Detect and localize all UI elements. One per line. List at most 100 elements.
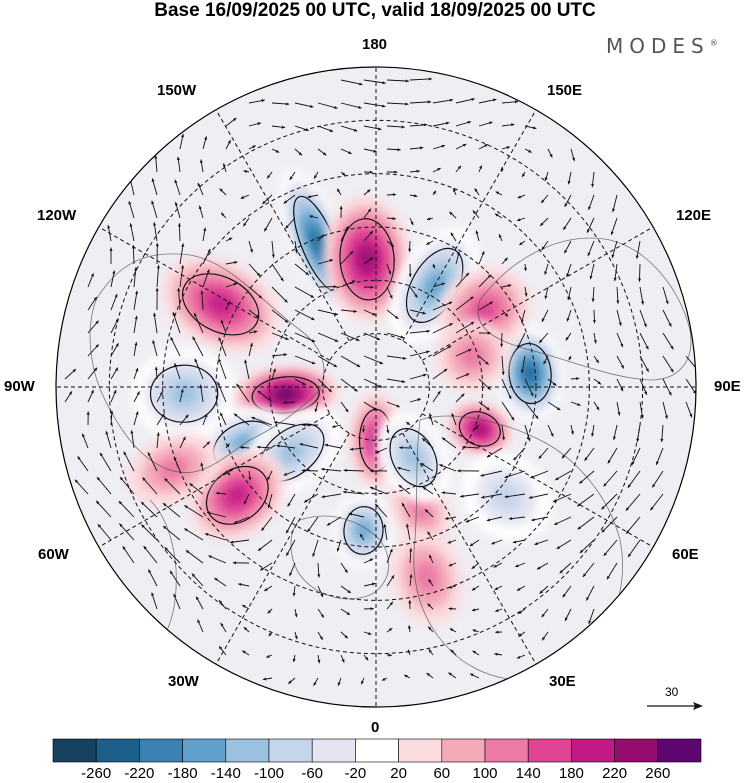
- wind-head: [668, 323, 672, 327]
- wind-head: [554, 522, 558, 525]
- wind-arrow: [409, 329, 430, 334]
- wind-head: [449, 211, 453, 216]
- wind-head: [409, 548, 413, 552]
- wind-head: [606, 575, 610, 580]
- wind-shaft: [321, 493, 342, 498]
- wind-shaft: [119, 476, 135, 495]
- wind-arrow: [248, 286, 263, 299]
- wind-head: [342, 172, 346, 176]
- colorbar-tick-label: -180: [167, 765, 198, 782]
- graticule: [56, 67, 696, 707]
- wind-arrow: [562, 217, 572, 231]
- wind-arrow: [177, 288, 181, 311]
- wind-shaft: [501, 378, 512, 400]
- map-title: Base 16/09/2025 00 UTC, valid 18/09/2025…: [154, 0, 596, 21]
- wind-arrow: [130, 430, 135, 449]
- wind-head: [631, 461, 635, 466]
- wind-arrow: [547, 148, 553, 158]
- wind-head: [460, 494, 464, 498]
- wind-head: [322, 152, 327, 156]
- wind-head: [537, 566, 541, 570]
- colorbar-swatch: [52, 738, 97, 763]
- wind-arrow: [386, 263, 392, 275]
- wind-shaft: [501, 401, 515, 421]
- wind-arrow: [517, 194, 526, 199]
- wind-head: [586, 597, 590, 601]
- colorbar-tick-label: 60: [433, 765, 451, 782]
- wind-arrow: [151, 178, 158, 196]
- wind-head: [469, 543, 474, 547]
- wind-arrow: [428, 649, 434, 656]
- wind-head: [456, 251, 460, 256]
- wind-head: [451, 413, 455, 417]
- wind-head: [329, 129, 334, 132]
- wind-head: [272, 368, 276, 372]
- wind-arrow: [148, 569, 158, 587]
- wind-arrow: [386, 401, 401, 408]
- wind-head: [550, 433, 554, 437]
- anomaly-contour: [157, 456, 189, 481]
- wind-shaft: [603, 539, 618, 557]
- wind-head: [441, 282, 446, 286]
- wind-arrow: [340, 355, 361, 368]
- wind-head: [445, 516, 449, 520]
- wind-arrow: [625, 516, 641, 535]
- wind-head: [636, 438, 640, 442]
- wind-head: [256, 272, 261, 277]
- wind-arrow: [478, 301, 494, 311]
- anomaly-positive-17: [435, 319, 510, 392]
- wind-arrow: [294, 355, 316, 365]
- wind-head: [484, 144, 488, 148]
- wind-arrow: [552, 493, 572, 503]
- wind-shaft: [141, 524, 158, 541]
- wind-head: [522, 173, 526, 178]
- wind-head: [635, 255, 639, 259]
- wind-head: [389, 601, 393, 606]
- wind-shaft: [530, 470, 549, 479]
- wind-arrow: [81, 433, 89, 449]
- wind-head: [468, 349, 472, 352]
- wind-arrow: [455, 272, 470, 288]
- wind-head: [426, 241, 430, 245]
- wind-head: [90, 389, 94, 394]
- wind-arrow: [294, 332, 316, 343]
- wind-arrow: [109, 247, 113, 265]
- wind-head: [334, 338, 339, 342]
- wind-arrow: [401, 502, 411, 518]
- wind-head: [214, 577, 218, 582]
- wind-arrow: [469, 673, 480, 679]
- wind-head: [528, 495, 533, 499]
- wind-shaft: [271, 309, 289, 324]
- wind-arrow: [520, 309, 526, 323]
- wind-head: [424, 509, 429, 513]
- wind-arrow: [375, 447, 388, 454]
- wind-arrow: [237, 582, 250, 587]
- wind-head: [191, 573, 196, 577]
- wind-arrow: [386, 575, 395, 587]
- wind-head: [244, 359, 248, 364]
- wind-arrow: [340, 608, 351, 616]
- wind-head: [204, 413, 208, 418]
- wind-arrow: [421, 437, 434, 449]
- wind-arrow: [498, 234, 503, 242]
- wind-arrow: [547, 401, 561, 411]
- wind-head: [220, 622, 224, 627]
- wind-head: [234, 260, 238, 264]
- wind-arrow: [493, 562, 503, 568]
- wind-head: [462, 143, 467, 147]
- wind-arrow: [198, 205, 204, 219]
- label-90w: 90W: [4, 378, 35, 395]
- wind-head: [275, 149, 280, 153]
- wind-arrow: [133, 267, 138, 288]
- wind-head: [194, 312, 197, 317]
- wind-head: [449, 628, 454, 632]
- wind-head: [448, 563, 453, 567]
- wind-head: [603, 483, 607, 487]
- wind-head: [172, 312, 176, 316]
- wind-head: [420, 463, 425, 467]
- wind-head: [243, 222, 247, 227]
- wind-head: [232, 117, 237, 122]
- wind-head: [517, 195, 522, 199]
- wind-arrow: [432, 263, 436, 269]
- wind-head: [514, 100, 519, 104]
